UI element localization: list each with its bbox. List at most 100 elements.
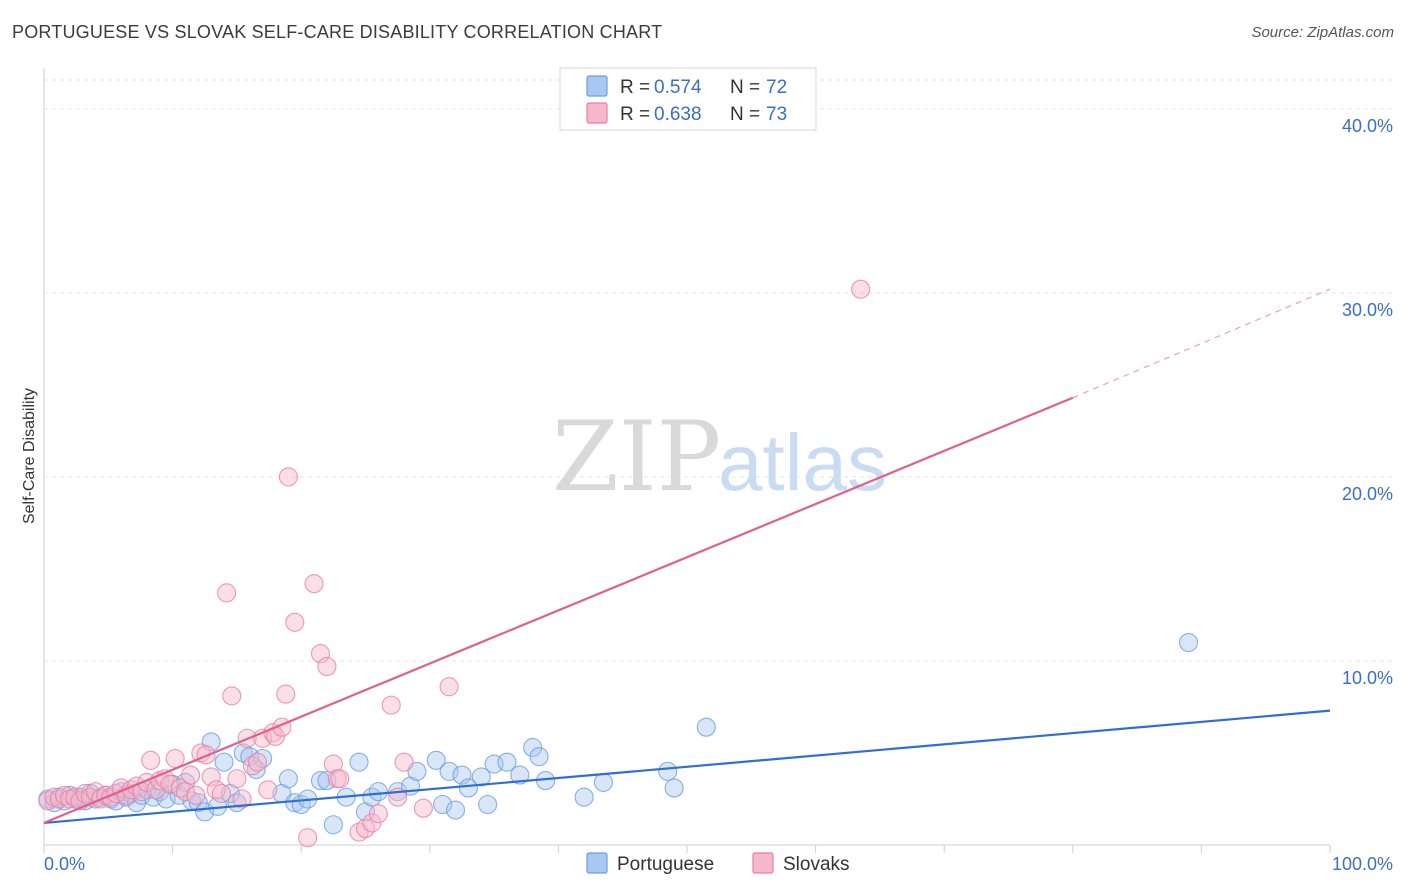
point-portuguese-69 (593, 772, 613, 792)
y-tick-labels: 10.0% 20.0% 30.0% 40.0% (1342, 116, 1393, 688)
bottom-legend-swatch-portuguese (586, 852, 608, 874)
point-slovaks-41 (247, 752, 268, 772)
point-portuguese-56 (439, 761, 459, 781)
bottom-legend-label-slovaks: Slovaks (783, 854, 850, 875)
point-portuguese-43 (310, 771, 331, 791)
legend-n-label-slovaks: N = (730, 104, 760, 125)
point-portuguese-37 (253, 748, 273, 769)
point-portuguese-65 (523, 737, 543, 758)
point-slovaks-29 (186, 785, 206, 805)
x-tick-label-max: 100.0% (1332, 854, 1393, 874)
point-slovaks-64 (413, 798, 433, 818)
point-portuguese-64 (510, 765, 530, 785)
point-portuguese-47 (349, 752, 369, 772)
point-slovaks-56 (330, 769, 350, 789)
point-portuguese-68 (574, 787, 594, 807)
point-portuguese-55 (433, 794, 453, 815)
point-slovaks-36 (222, 686, 242, 706)
point-slovaks-25 (165, 748, 185, 769)
x-tick-label-min: 0.0% (44, 854, 85, 874)
point-slovaks-24 (160, 774, 180, 794)
point-slovaks-40 (242, 756, 262, 776)
point-slovaks-35 (217, 583, 237, 603)
point-slovaks-33 (206, 780, 226, 800)
point-portuguese-39 (278, 769, 298, 789)
point-slovaks-53 (317, 656, 337, 677)
point-slovaks-37 (227, 769, 247, 789)
point-slovaks-26 (170, 778, 190, 798)
series-slovaks (38, 279, 871, 848)
y-axis-label: Self-Care Disability (21, 388, 38, 524)
point-slovaks-28 (181, 765, 201, 785)
point-portuguese-13 (106, 791, 126, 811)
point-slovaks-51 (304, 574, 324, 594)
series-points (38, 279, 1199, 848)
point-portuguese-61 (478, 794, 498, 815)
point-portuguese-70 (658, 761, 678, 781)
point-portuguese-31 (214, 752, 234, 772)
point-slovaks-61 (381, 695, 401, 715)
series-portuguese (38, 632, 1199, 835)
point-portuguese-73 (1178, 632, 1199, 653)
point-portuguese-71 (664, 778, 684, 798)
point-portuguese-54 (426, 750, 446, 770)
point-slovaks-34 (211, 783, 232, 804)
legend-r-value-slovaks: 0.638 (654, 104, 702, 125)
watermark-zip: ZIP (552, 401, 721, 513)
point-portuguese-27 (188, 793, 208, 813)
point-slovaks-60 (368, 804, 388, 824)
y-tick-label-3: 40.0% (1342, 116, 1393, 136)
point-portuguese-72 (696, 717, 716, 737)
legend-n-value-slovaks: 73 (766, 104, 787, 125)
bottom-legend: Portuguese Slovaks (586, 852, 850, 875)
legend-swatch-slovaks (586, 102, 608, 124)
bottom-legend-swatch-slovaks (752, 852, 774, 874)
legend-n-value-portuguese: 72 (766, 77, 787, 98)
watermark-atlas: atlas (718, 418, 887, 507)
trendline-extension-slovaks (1072, 288, 1331, 399)
legend-r-label-slovaks: R = (620, 104, 650, 125)
point-portuguese-57 (445, 800, 466, 820)
trend-lines (43, 288, 1331, 825)
grid-lines (44, 79, 1392, 662)
point-slovaks-32 (201, 767, 221, 787)
point-slovaks-47 (276, 684, 296, 704)
axes (43, 68, 1331, 853)
bottom-legend-label-portuguese: Portuguese (617, 854, 714, 875)
y-tick-label-0: 10.0% (1342, 668, 1393, 688)
point-slovaks-49 (285, 612, 305, 632)
chart-title: PORTUGUESE VS SLOVAK SELF-CARE DISABILIT… (12, 22, 663, 42)
legend: R = 0.574 N = 72 R = 0.638 N = 73 (559, 67, 817, 131)
point-portuguese-60 (471, 767, 491, 787)
point-portuguese-50 (368, 782, 388, 802)
y-tick-label-2: 30.0% (1342, 300, 1393, 320)
point-slovaks-66 (851, 279, 871, 299)
legend-n-label-portuguese: N = (730, 77, 760, 98)
legend-r-value-portuguese: 0.574 (654, 77, 702, 98)
chart-source: Source: ZipAtlas.com (1251, 24, 1394, 41)
y-tick-label-1: 20.0% (1342, 484, 1393, 504)
point-slovaks-50 (298, 828, 318, 848)
watermark: ZIP atlas (552, 401, 887, 513)
point-slovaks-2 (49, 789, 69, 809)
point-slovaks-20 (141, 750, 161, 770)
trendline-portuguese (43, 709, 1331, 825)
point-slovaks-57 (349, 822, 369, 842)
point-portuguese-59 (458, 778, 478, 798)
point-slovaks-65 (439, 677, 459, 697)
legend-r-label-portuguese: R = (620, 77, 650, 98)
point-slovaks-5 (65, 787, 85, 807)
point-portuguese-53 (407, 761, 427, 781)
point-portuguese-45 (323, 815, 343, 835)
trendline-slovaks (43, 396, 1074, 824)
x-tick-labels: 0.0% 100.0% (44, 854, 1393, 874)
point-slovaks-59 (362, 813, 382, 833)
point-slovaks-38 (232, 789, 252, 809)
point-slovaks-63 (394, 752, 414, 772)
point-portuguese-28 (195, 802, 215, 822)
point-slovaks-43 (258, 780, 278, 800)
point-slovaks-48 (278, 467, 298, 487)
point-portuguese-36 (246, 759, 266, 780)
point-portuguese-63 (497, 752, 517, 772)
